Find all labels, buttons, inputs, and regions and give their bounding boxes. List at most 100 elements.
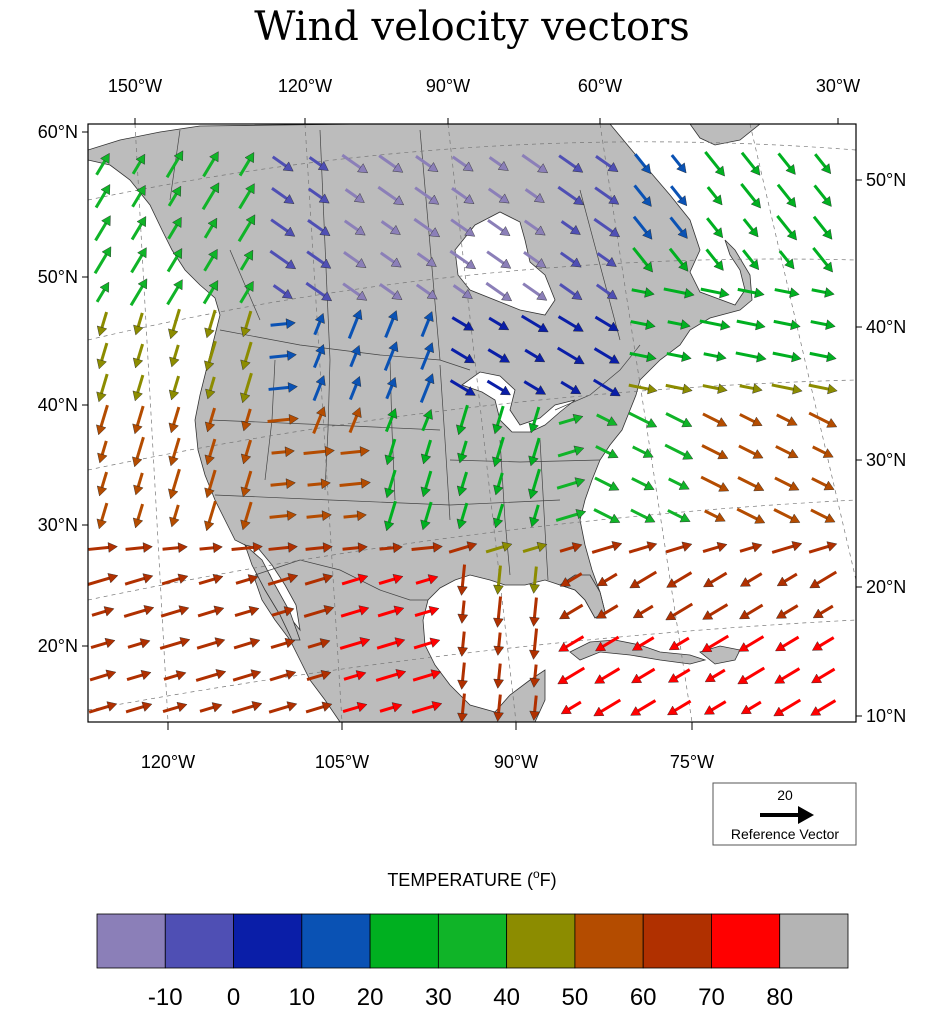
wind-vector-shaft bbox=[706, 634, 730, 651]
wind-vector-head bbox=[645, 319, 656, 330]
wind-vector-shaft bbox=[738, 444, 759, 457]
wind-vector-shaft bbox=[555, 511, 581, 522]
wind-vector-head bbox=[642, 448, 654, 458]
wind-vector-head bbox=[739, 609, 751, 620]
wind-vector-shaft bbox=[207, 469, 217, 493]
wind-vector-shaft bbox=[664, 443, 689, 458]
wind-vector-head bbox=[389, 224, 401, 235]
wind-vector-head bbox=[212, 573, 224, 585]
wind-vector-head bbox=[776, 576, 788, 587]
wind-vector-head bbox=[204, 421, 216, 433]
colorbar-swatch bbox=[642, 913, 712, 969]
wind-vector-head bbox=[717, 383, 728, 394]
wind-vector-head bbox=[465, 259, 477, 270]
wind-vector-head bbox=[596, 576, 608, 587]
wind-vector-shaft bbox=[98, 404, 109, 430]
wind-vector-head bbox=[285, 669, 297, 680]
wind-vector-head bbox=[752, 383, 763, 394]
wind-vector-head bbox=[529, 677, 541, 688]
wind-vector-shaft bbox=[420, 347, 432, 371]
colorbar-tick-label: 80 bbox=[766, 984, 793, 1011]
wind-vector-head bbox=[493, 584, 504, 595]
wind-vector-shaft bbox=[450, 218, 471, 235]
wind-vector-head bbox=[359, 637, 371, 648]
wind-vector-head bbox=[457, 585, 468, 596]
map-border bbox=[87, 123, 857, 723]
wind-vector-head bbox=[244, 280, 254, 292]
wind-vector-shaft bbox=[268, 704, 292, 714]
wind-vector-head bbox=[821, 196, 832, 207]
wind-vector-shaft bbox=[340, 449, 364, 455]
left-lat-label: 40°N bbox=[38, 395, 78, 415]
wind-vectors bbox=[88, 150, 838, 722]
colorbar-tick-label: 60 bbox=[630, 984, 657, 1011]
wind-vector-shaft bbox=[377, 185, 400, 203]
wind-vector-head bbox=[287, 573, 299, 584]
wind-vector-shaft bbox=[556, 346, 580, 363]
wind-vector-shaft bbox=[378, 154, 399, 171]
wind-vector-head bbox=[320, 258, 332, 269]
wind-vector-head bbox=[702, 610, 714, 620]
wind-vector-head bbox=[605, 256, 617, 267]
wind-vector-shaft bbox=[736, 507, 761, 522]
wind-vector-head bbox=[213, 605, 225, 616]
right-lat-label: 20°N bbox=[866, 577, 906, 597]
wind-vector-shaft bbox=[557, 315, 580, 330]
wind-vector-head bbox=[748, 259, 760, 271]
wind-vector-head bbox=[534, 225, 546, 236]
wind-vector-head bbox=[751, 542, 763, 553]
wind-vector-head bbox=[350, 344, 361, 356]
colorbar-tick-label: 30 bbox=[425, 984, 452, 1011]
wind-vector-shaft bbox=[598, 698, 622, 715]
wind-vector-head bbox=[319, 226, 331, 236]
wind-vector-shaft bbox=[628, 411, 653, 426]
wind-vector-shaft bbox=[740, 151, 758, 172]
wind-vector-shaft bbox=[705, 248, 721, 267]
wind-vector-shaft bbox=[771, 543, 797, 554]
wind-vector-head bbox=[288, 414, 299, 425]
wind-vector-shaft bbox=[532, 597, 538, 621]
wind-vector-head bbox=[457, 712, 468, 722]
wind-vector-shaft bbox=[594, 476, 615, 489]
wind-vector-shaft bbox=[532, 628, 539, 654]
wind-vector-shaft bbox=[383, 346, 396, 371]
wind-vector-shaft bbox=[494, 436, 505, 462]
wind-vector-shaft bbox=[94, 219, 109, 242]
wind-vector-shaft bbox=[207, 309, 217, 333]
wind-vector-shaft bbox=[130, 251, 145, 274]
wind-vector-head bbox=[456, 424, 467, 436]
wind-vector-head bbox=[100, 184, 111, 196]
wind-vector-head bbox=[529, 516, 540, 528]
wind-vector-shaft bbox=[243, 470, 253, 492]
wind-vector-shaft bbox=[460, 564, 467, 590]
wind-vector-shaft bbox=[124, 576, 148, 586]
right-lat-axis: 50°N 40°N 30°N 20°N 10°N bbox=[856, 170, 906, 726]
wind-vector-head bbox=[457, 646, 468, 657]
wind-vector-head bbox=[665, 610, 677, 621]
wind-vector-head bbox=[314, 312, 325, 324]
wind-vector-head bbox=[172, 248, 183, 260]
wind-vector-shaft bbox=[485, 544, 507, 554]
wind-vector-shaft bbox=[305, 704, 327, 714]
wind-vector-head bbox=[287, 382, 298, 393]
wind-vector-head bbox=[714, 165, 725, 177]
wind-vector-shaft bbox=[125, 704, 147, 714]
wind-vector-head bbox=[498, 193, 510, 204]
wind-vector-head bbox=[105, 669, 117, 680]
wind-vector-head bbox=[211, 702, 223, 713]
wind-vector-shaft bbox=[135, 405, 145, 429]
wind-vector-head bbox=[704, 672, 716, 683]
wind-vector-shaft bbox=[740, 182, 759, 205]
colorbar-tick-label: -10 bbox=[148, 984, 183, 1011]
wind-vector-shaft bbox=[99, 373, 109, 397]
wind-vector-shaft bbox=[237, 219, 254, 243]
wind-vector-head bbox=[716, 541, 728, 553]
wind-vector-head bbox=[286, 350, 297, 361]
wind-vector-head bbox=[593, 706, 605, 717]
wind-vector-head bbox=[286, 510, 297, 521]
wind-vector-shaft bbox=[201, 187, 218, 211]
wind-vector-head bbox=[493, 711, 504, 722]
wind-vector-head bbox=[682, 450, 694, 460]
wind-vector-head bbox=[395, 669, 407, 680]
wind-vector-shaft bbox=[303, 607, 329, 618]
